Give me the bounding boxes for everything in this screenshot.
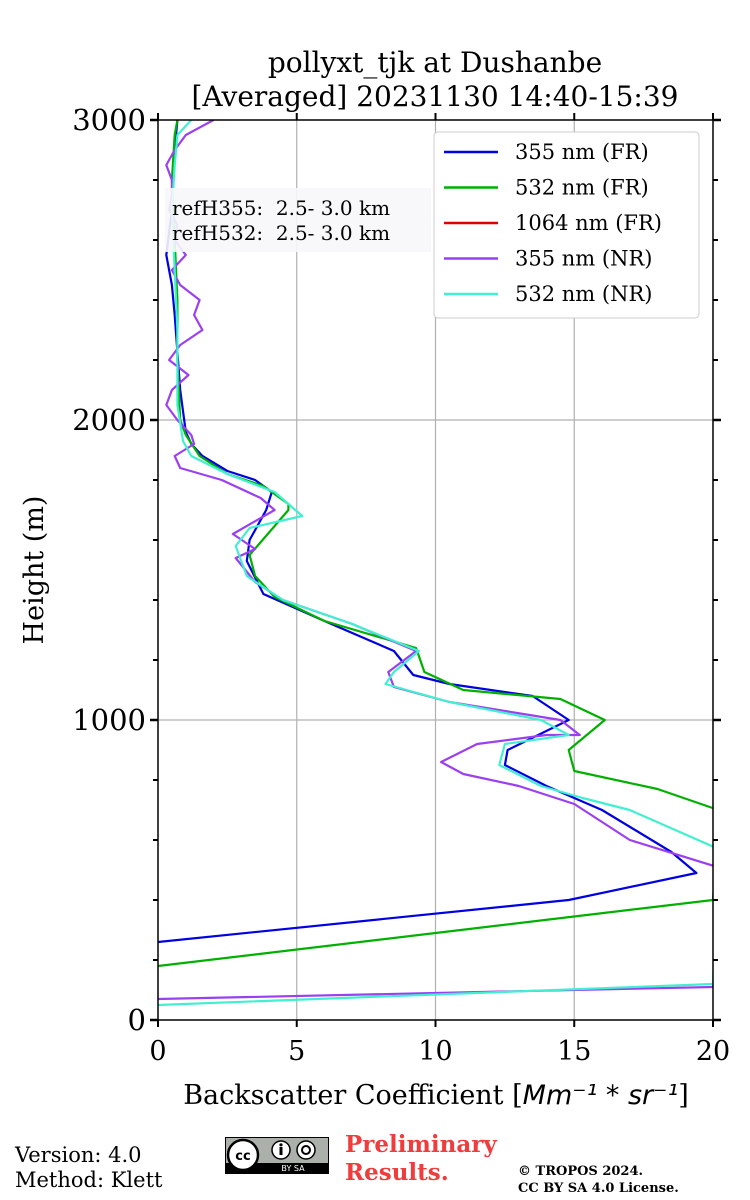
license-label: CC BY SA 4.0 License. <box>518 1181 679 1196</box>
legend-label: 1064 nm (FR) <box>515 211 662 235</box>
x-axis-label-unit: Mm⁻¹ * sr⁻¹ <box>523 1080 679 1111</box>
chart-title-line1: pollyxt_tjk at Dushanbe <box>268 46 602 79</box>
svg-text:cc: cc <box>235 1149 250 1164</box>
x-tick-label: 0 <box>149 1036 166 1067</box>
x-tick-label: 5 <box>288 1036 305 1067</box>
method-label: Method: Klett <box>15 1168 163 1192</box>
series-line <box>158 120 698 944</box>
legend-label: 355 nm (NR) <box>515 247 652 271</box>
series-line <box>158 120 713 1007</box>
legend-label: 532 nm (FR) <box>515 176 649 200</box>
annotation-refh532: refH532: 2.5- 3.0 km <box>172 221 390 245</box>
x-tick-label: 15 <box>557 1036 591 1067</box>
legend-label: 355 nm (FR) <box>515 140 649 164</box>
x-axis-label: Backscatter Coefficient [Mm⁻¹ * sr⁻¹] <box>183 1080 689 1111</box>
x-tick-label: 20 <box>696 1036 730 1067</box>
backscatter-chart: pollyxt_tjk at Dushanbe [Averaged] 20231… <box>19 46 730 1111</box>
chart-title-line2: [Averaged] 20231130 14:40-15:39 <box>192 80 679 113</box>
cc-logo-text: BY SA <box>281 1164 305 1173</box>
copyright-label: © TROPOS 2024. <box>518 1164 644 1179</box>
axis-ticks: 0 5 10 15 20 0 1000 2000 3000 <box>72 103 730 1067</box>
y-tick-label: 3000 <box>72 103 146 137</box>
version-label: Version: 4.0 <box>15 1143 142 1167</box>
results-label: Results. <box>345 1159 449 1186</box>
reference-height-annotation: refH355: 2.5- 3.0 km refH532: 2.5- 3.0 k… <box>165 188 431 252</box>
x-axis-label-text: Backscatter Coefficient [ <box>183 1080 522 1111</box>
y-tick-label: 2000 <box>72 403 146 437</box>
legend-box <box>433 131 700 319</box>
cc-by-sa-logo-icon: cc BY SA <box>225 1137 329 1174</box>
y-tick-label: 1000 <box>72 703 146 737</box>
y-tick-label: 0 <box>128 1003 146 1037</box>
legend-label: 532 nm (NR) <box>515 282 652 306</box>
preliminary-label: Preliminary <box>345 1131 497 1158</box>
x-axis-label-close: ] <box>678 1080 689 1111</box>
y-axis-label: Height (m) <box>19 496 50 645</box>
x-tick-label: 10 <box>418 1036 452 1067</box>
annotation-refh355: refH355: 2.5- 3.0 km <box>172 196 390 220</box>
legend: 355 nm (FR) 532 nm (FR) 1064 nm (FR) 355 nm… <box>433 131 700 319</box>
